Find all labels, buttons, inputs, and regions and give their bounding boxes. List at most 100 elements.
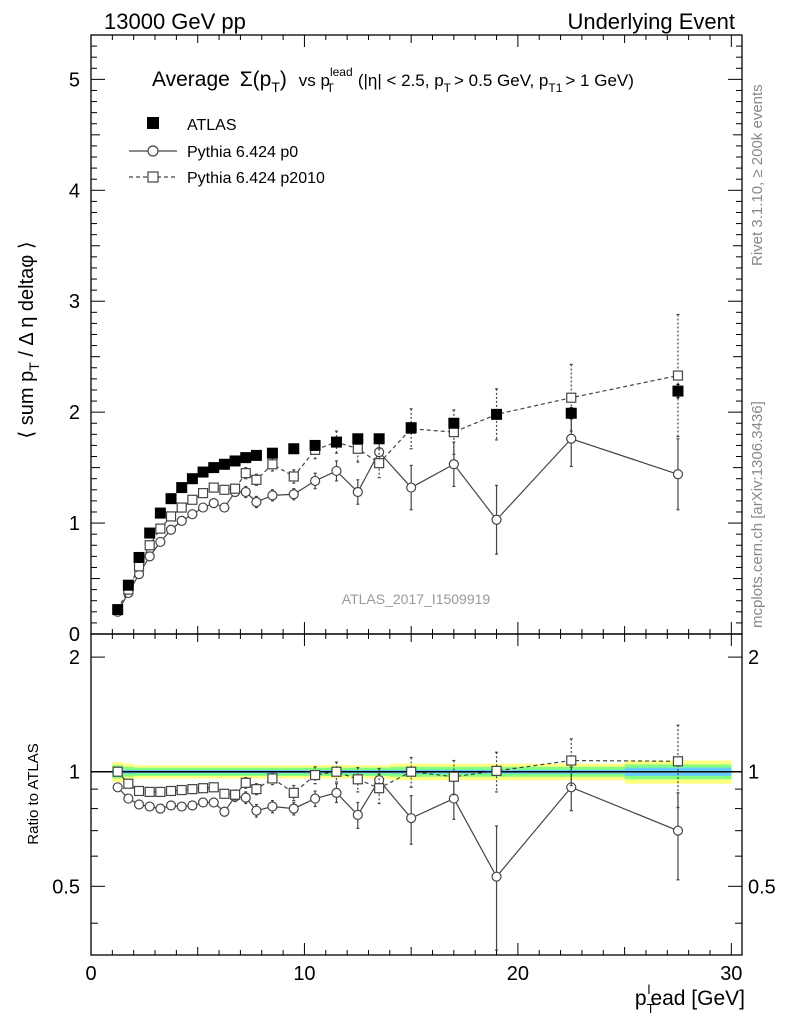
- main-atlas-point: [309, 439, 321, 451]
- ratio-p0-point: [352, 809, 363, 821]
- main-atlas-point: [112, 604, 124, 616]
- ratio-p2010-point: [229, 789, 241, 800]
- main-p2010-point: [566, 392, 577, 403]
- ratio-p0-point: [219, 806, 230, 817]
- ratio-p0-point: [267, 801, 278, 812]
- mcplots-label: mcplots.cern.ch [arXiv:1306.3436]: [749, 401, 766, 628]
- legend-p2010-label: Pythia 6.424 p2010: [187, 170, 325, 187]
- main-atlas-point: [250, 449, 262, 461]
- main-p2010-point: [267, 459, 278, 470]
- ratio-y-tick-label-right: 0.5: [748, 876, 776, 898]
- analysis-watermark: ATLAS_2017_I1509919: [342, 591, 491, 607]
- main-p2010-point: [672, 370, 684, 381]
- main-atlas-point: [154, 507, 166, 519]
- ratio-p0-point: [672, 825, 684, 836]
- main-p0-point: [566, 433, 577, 444]
- header-left: 13000 GeV pp: [104, 9, 246, 34]
- ratio-p0-point: [112, 782, 123, 793]
- main-atlas-point: [165, 493, 177, 505]
- main-p0-point: [310, 475, 321, 487]
- main-atlas-point: [197, 466, 209, 478]
- legend-p0-marker: [147, 145, 159, 157]
- main-p2010-point: [374, 458, 385, 469]
- main-atlas-point: [218, 458, 230, 470]
- ratio-p2010-point: [406, 766, 417, 777]
- y-tick-label: 2: [69, 402, 80, 424]
- main-atlas-point: [565, 407, 577, 419]
- main-axis-ticks: 0 1 2 3 4 5: [69, 34, 742, 646]
- ratio-p2010-point: [672, 756, 684, 767]
- y-tick-label: 4: [69, 180, 80, 202]
- main-p2010-point: [448, 427, 459, 438]
- ratio-p2010-point: [374, 783, 385, 794]
- ratio-p2010-point: [155, 786, 166, 798]
- main-p0-point: [288, 489, 299, 500]
- main-atlas-point: [208, 462, 220, 474]
- y-tick-label: 1: [69, 513, 80, 535]
- legend-atlas-marker: [147, 117, 159, 129]
- main-p0-point: [219, 502, 230, 513]
- ratio-p0-point: [208, 797, 219, 808]
- main-atlas-point: [288, 443, 300, 455]
- main-p0-point: [448, 459, 459, 470]
- main-p2010-point: [133, 561, 145, 572]
- main-p2010-point: [219, 484, 230, 495]
- ratio-p0-point: [197, 797, 209, 808]
- main-p0-point: [165, 524, 177, 535]
- ratio-p2010-point: [208, 782, 219, 793]
- main-p2010-point: [352, 443, 363, 454]
- ratio-p2010-point: [219, 788, 230, 799]
- main-atlas-point: [448, 417, 460, 429]
- x-tick-label: 10: [293, 963, 315, 985]
- ratio-y-tick-label: 1: [69, 762, 80, 784]
- ratio-data-series: [112, 724, 684, 951]
- ratio-y-tick-label: 0.5: [52, 876, 80, 898]
- ratio-p0-point: [240, 792, 251, 803]
- ratio-p2010-point: [566, 755, 577, 766]
- main-p0-point: [491, 514, 502, 525]
- main-atlas-point: [352, 433, 364, 445]
- ratio-p2010-point: [187, 784, 198, 795]
- rivet-label: Rivet 3.1.10, ≥ 200k events: [749, 84, 766, 266]
- ratio-p0-point: [491, 871, 502, 882]
- y-tick-label: 3: [69, 291, 80, 313]
- main-atlas-point: [144, 527, 156, 539]
- ratio-p0-point: [187, 800, 198, 811]
- main-y-axis-label: ⟨ sum pT / Δ η deltaφ ⟩: [16, 241, 42, 438]
- ratio-p0-point: [448, 793, 459, 804]
- ratio-p2010-point: [288, 787, 299, 798]
- ratio-p2010-point: [267, 773, 278, 784]
- main-atlas-point: [491, 408, 503, 420]
- x-axis-label: pTlead [GeV]: [635, 982, 745, 1016]
- ratio-p0-point: [251, 805, 262, 816]
- ratio-p2010-point: [123, 778, 134, 789]
- ratio-p0-point: [406, 813, 417, 824]
- main-p2010-point: [288, 471, 299, 482]
- ratio-p2010-point: [133, 785, 145, 797]
- main-p2010-point: [251, 474, 262, 485]
- main-p0-point: [240, 486, 251, 498]
- main-p0-point: [155, 536, 166, 548]
- ratio-p0-point: [165, 800, 177, 811]
- main-p0-point: [208, 498, 219, 509]
- main-atlas-point: [186, 473, 198, 485]
- main-p0-point: [251, 496, 262, 508]
- x-tick-label: 30: [720, 963, 742, 985]
- main-p0-point: [144, 551, 155, 562]
- ratio-p2010-point: [112, 766, 123, 777]
- ratio-series-0: [112, 766, 684, 951]
- ratio-p2010-point: [331, 766, 342, 777]
- main-atlas-point: [330, 436, 342, 448]
- main-atlas-point: [133, 551, 145, 563]
- ratio-y-tick-label-right: 2: [748, 647, 759, 669]
- ratio-p2010-point: [176, 784, 187, 796]
- main-p2010-point: [155, 523, 166, 534]
- main-p2010-point: [229, 483, 241, 494]
- main-p2010-point: [144, 540, 155, 551]
- legend-atlas-label: ATLAS: [187, 117, 237, 134]
- main-p0-point: [406, 482, 417, 493]
- main-atlas-point: [405, 422, 417, 434]
- main-series-1: [112, 313, 684, 615]
- x-tick-label: 0: [85, 963, 96, 985]
